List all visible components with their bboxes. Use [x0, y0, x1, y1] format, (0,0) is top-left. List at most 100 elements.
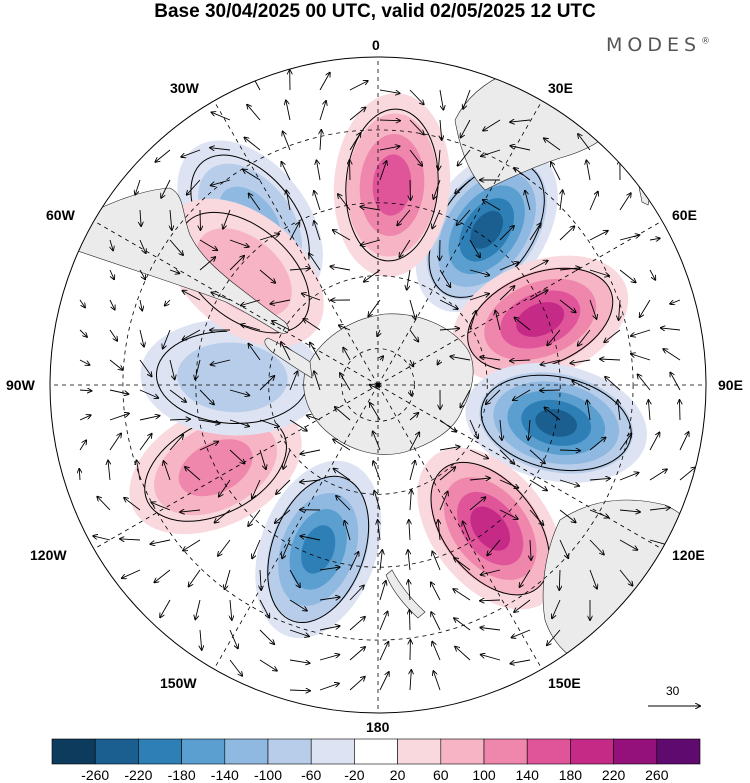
wind-vector-314 — [349, 586, 364, 601]
wind-vector-231 — [679, 432, 689, 451]
wind-vector-325 — [259, 629, 274, 644]
wind-vector-209 — [648, 400, 650, 421]
wind-vector-166 — [600, 359, 621, 360]
anomaly-contour-2-5 — [535, 409, 578, 437]
wind-vector-141 — [495, 311, 501, 331]
wind-vector-75 — [314, 221, 321, 241]
wind-vector-256 — [180, 510, 201, 512]
wind-vector-262 — [374, 491, 381, 511]
wind-vector-313 — [319, 597, 340, 601]
wind-vector-29 — [458, 149, 471, 166]
wind-vector-222 — [409, 432, 419, 451]
wind-vector-203 — [469, 419, 478, 438]
lon-label-30e: 30E — [548, 80, 573, 96]
wind-vector-287 — [559, 539, 568, 558]
wind-vector-36 — [187, 179, 201, 195]
new-zealand — [385, 569, 426, 619]
wind-vector-303 — [481, 569, 501, 575]
wind-vector-226 — [529, 449, 545, 463]
wind-vector-150 — [139, 359, 152, 376]
wind-vector-74 — [289, 222, 299, 241]
wind-vector-199 — [335, 407, 351, 421]
wind-vector-164 — [541, 359, 561, 365]
wind-vector-297 — [319, 567, 340, 571]
wind-vector-90 — [199, 257, 215, 271]
wind-vector-68 — [110, 239, 113, 250]
wind-vector-98 — [439, 269, 450, 287]
wind-vector-124 — [619, 299, 620, 320]
wind-vector-4 — [379, 89, 400, 93]
south-america — [59, 187, 289, 334]
wind-vector-316 — [408, 580, 410, 601]
wind-vector-76 — [333, 230, 351, 241]
wind-vector-265 — [469, 497, 485, 511]
wind-vector-343 — [432, 642, 441, 661]
wind-vector-298 — [349, 552, 359, 571]
colorbar-box-1 — [94, 738, 139, 765]
wind-vector-264 — [439, 492, 448, 511]
wind-vector-252 — [679, 467, 696, 481]
wind-vector-250 — [619, 473, 639, 481]
wind-vector-148 — [79, 359, 90, 365]
wind-vector-311 — [259, 599, 269, 618]
colorbar-tick-label-0: -260 — [81, 767, 110, 783]
wind-vector-276 — [218, 539, 231, 556]
wind-vector-21 — [210, 148, 231, 150]
wind-vector-10 — [286, 100, 291, 121]
wind-vector-215 — [199, 442, 218, 451]
colorbar-box-3 — [181, 738, 226, 765]
wind-vector-187 — [605, 377, 621, 391]
wind-vector-282 — [409, 520, 410, 541]
latitude-circle-3 — [122, 129, 634, 641]
latitude-circle-2 — [195, 202, 561, 568]
colorbar-tick-label-9: 100 — [472, 767, 496, 783]
map-title: Base 30/04/2025 00 UTC, valid 02/05/2025… — [154, 1, 596, 22]
wind-vector-176 — [289, 371, 298, 391]
wind-vector-136 — [339, 325, 351, 331]
wind-vector-331 — [431, 612, 441, 631]
wind-vector-232 — [79, 469, 80, 481]
colorbar-tick-label-11: 180 — [558, 767, 583, 783]
wind-vector-161 — [450, 356, 471, 361]
wind-vector-39 — [281, 162, 291, 181]
wind-vector-197 — [289, 419, 307, 431]
wind-vector-247 — [529, 479, 547, 491]
wind-vector-109 — [165, 299, 171, 306]
wind-vector-347 — [289, 690, 310, 691]
wind-vector-261 — [336, 496, 351, 511]
wind-vector-138 — [409, 329, 418, 342]
colorbar-tick-label-1: -220 — [124, 767, 153, 783]
wind-vector-271 — [649, 508, 670, 510]
colorbar-tick-label-7: 20 — [389, 767, 406, 783]
wind-vector-93 — [289, 268, 310, 270]
wind-vector-163 — [510, 360, 531, 361]
wind-vector-188 — [638, 374, 651, 391]
wind-vector-254 — [124, 498, 141, 511]
wind-vector-69 — [139, 239, 146, 253]
wind-vector-133 — [241, 325, 261, 331]
wind-vector-293 — [189, 569, 201, 586]
wind-vector-351 — [410, 670, 411, 691]
wind-vector-208 — [618, 400, 620, 421]
reference-vector-label: 30 — [666, 684, 680, 698]
wind-vector-272 — [93, 536, 111, 541]
graticule — [50, 57, 706, 713]
wind-vector-335 — [547, 629, 561, 645]
wind-vector-345 — [481, 655, 501, 661]
wind-vector-63 — [483, 200, 501, 211]
lon-label-150w: 150W — [160, 675, 197, 691]
wind-vector-137 — [377, 329, 380, 336]
wind-vector-71 — [199, 239, 217, 250]
wind-vector-101 — [529, 261, 548, 271]
colorbar-tick-label-5: -60 — [301, 767, 322, 783]
streamline-loop-1 — [467, 267, 614, 372]
wind-vector-127 — [79, 329, 87, 337]
anomaly-contour-8-3 — [372, 154, 412, 216]
wind-vector-155 — [281, 342, 291, 361]
wind-vector-81 — [499, 226, 514, 241]
colorbar-box-8 — [397, 738, 442, 765]
wind-vector-198 — [307, 415, 321, 421]
wind-vector-308 — [160, 599, 171, 617]
wind-vector-112 — [241, 299, 261, 306]
wind-vector-126 — [670, 299, 681, 304]
